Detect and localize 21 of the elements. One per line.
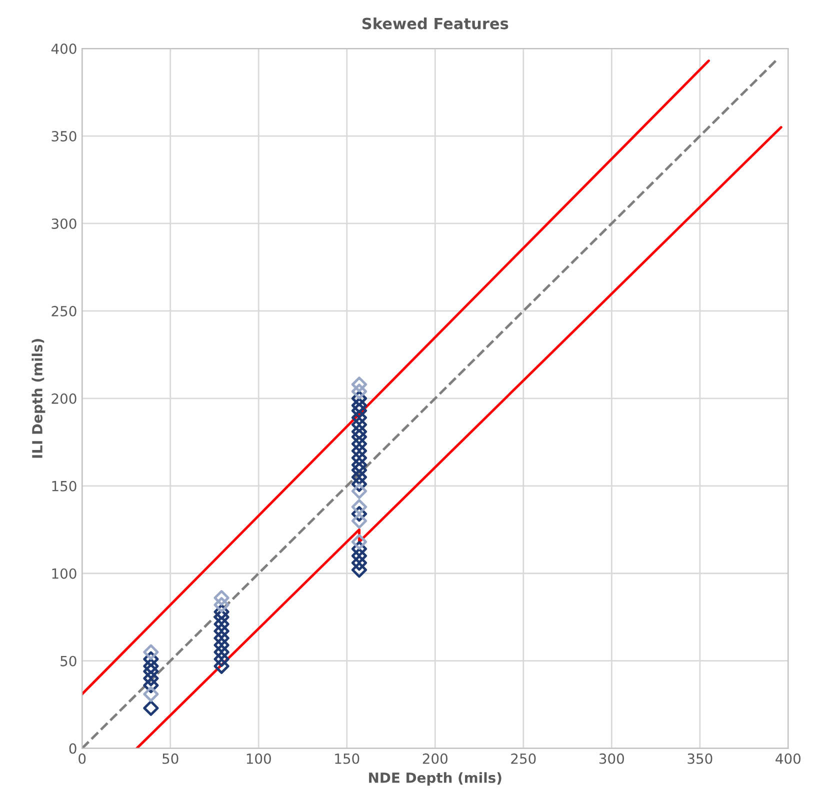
x-tick-label: 400 — [776, 753, 800, 764]
y-tick-label: 50 — [60, 656, 76, 666]
y-tick-label: 200 — [52, 393, 76, 404]
y-tick-label: 400 — [51, 44, 76, 54]
chart-title: Skewed Features — [362, 17, 508, 30]
y-tick-label: 250 — [52, 306, 76, 316]
x-tick-label: 100 — [246, 753, 271, 764]
y-tick-label: 100 — [52, 568, 76, 579]
x-tick-label: 150 — [335, 753, 360, 764]
y-tick-label: 0 — [69, 743, 76, 754]
x-tick-label: 250 — [511, 753, 536, 764]
x-axis-title: NDE Depth (mils) — [369, 772, 502, 786]
y-tick-label: 300 — [52, 218, 76, 229]
x-tick-label: 350 — [688, 753, 712, 764]
x-tick-label: 50 — [162, 753, 178, 764]
x-tick-label: 200 — [422, 753, 448, 764]
y-tick-label: 150 — [52, 480, 76, 492]
y-axis-title: ILI Depth (mils) — [32, 339, 46, 458]
x-tick-label: 300 — [599, 753, 624, 764]
x-tick-label: 0 — [78, 753, 86, 764]
y-tick-label: 350 — [52, 130, 76, 142]
